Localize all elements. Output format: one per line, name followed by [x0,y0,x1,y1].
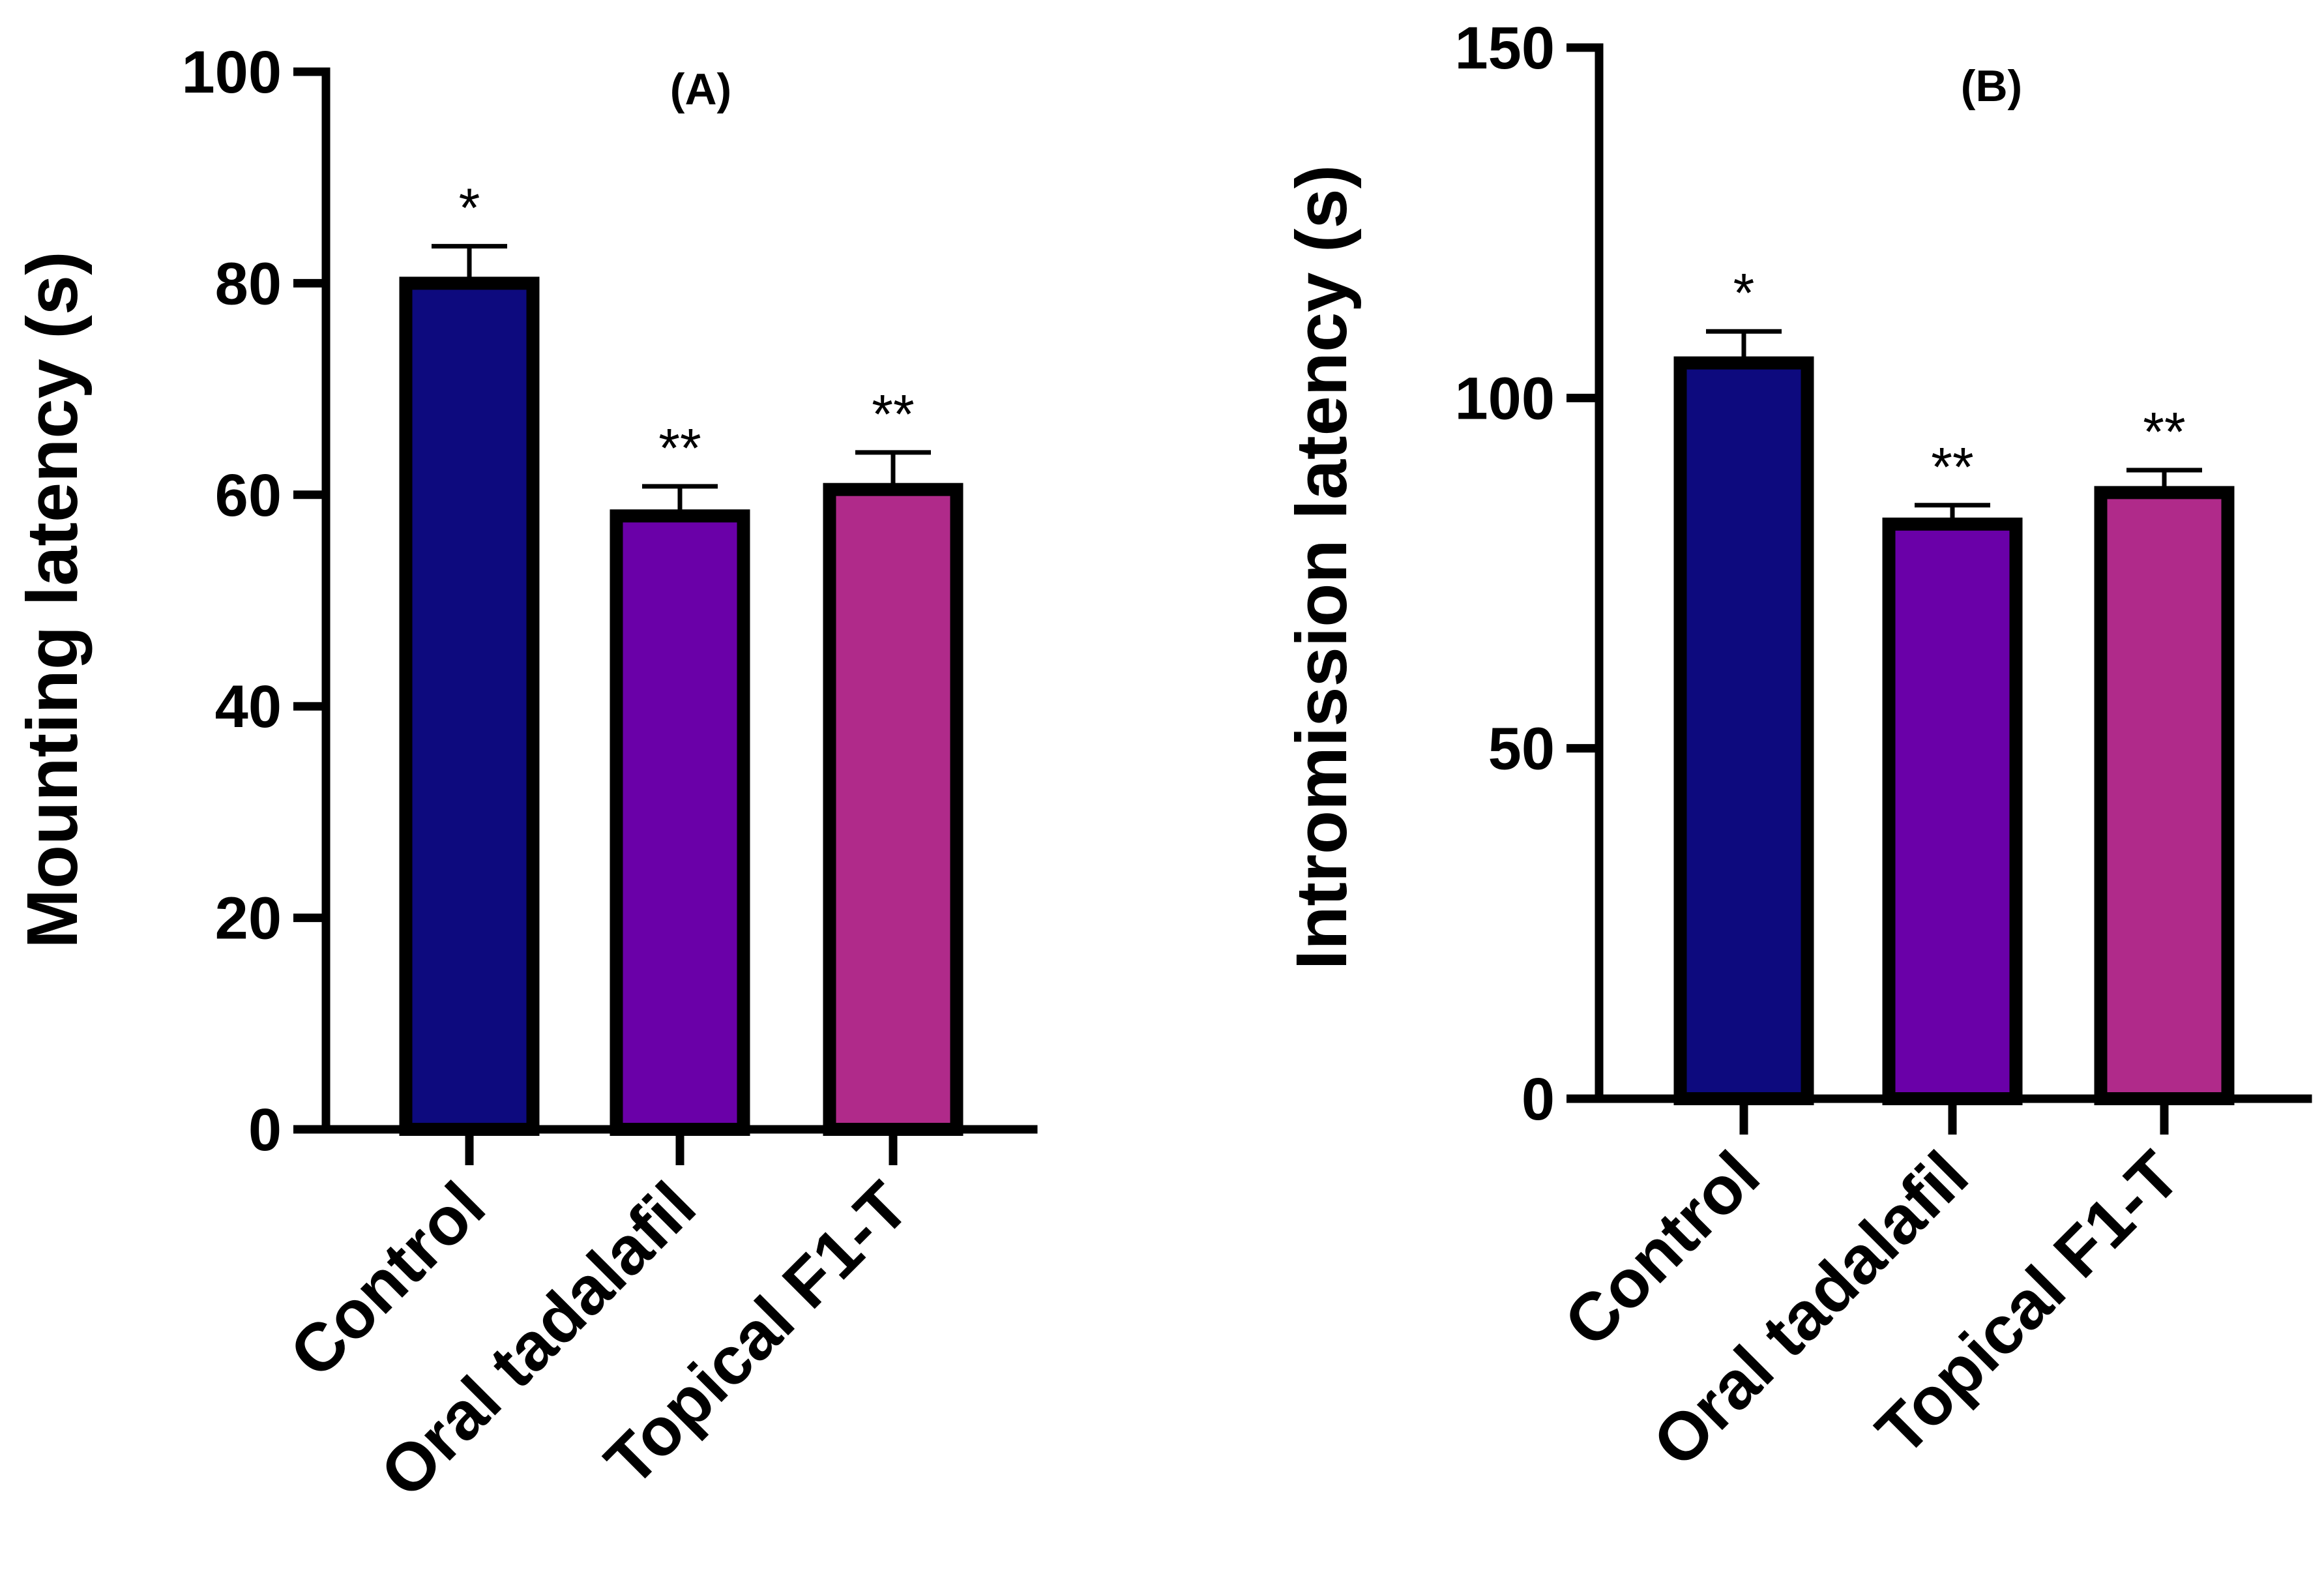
panel-a-ytick-label: 20 [215,885,282,952]
panel-b-significance-label: ** [2143,401,2185,462]
panel-b-significance-label: ** [1931,436,1973,498]
panel-a-y-axis-label: Mounting latency (s) [12,251,93,948]
panel-a-significance-label: * [459,177,480,239]
panel-a-bar-1 [399,276,540,1136]
panel-b-title: (B) [1961,61,2022,111]
panel-b-bar-2 [1882,517,2023,1105]
panel-b-y-axis-label: Intromission latency (s) [1282,165,1362,970]
panel-b-ytick-label: 100 [1455,365,1555,432]
panel-a-bar-3 [823,483,963,1136]
panel-a-significance-label: ** [872,383,914,445]
panel-b-bar-1 [1673,356,1814,1105]
panel-a-title: (A) [670,65,731,114]
panel-b-group: *Control**Oral tadalafil**Topical F1-T05… [1282,15,2312,1481]
panel-a-ytick-label: 80 [215,250,282,317]
panel-b-significance-label: * [1733,262,1755,323]
panel-a-ytick-label: 60 [215,462,282,529]
panel-a-significance-label: ** [658,417,701,479]
panel-a-ytick-label: 0 [248,1097,282,1163]
panel-b-ytick-label: 150 [1455,15,1555,82]
panel-b-ytick-label: 0 [1522,1066,1555,1133]
panel-a-ytick-label: 100 [182,39,282,106]
panel-b-ytick-label: 50 [1488,716,1555,782]
panel-a-group: *Control**Oral tadalafil**Topical F1-T02… [12,39,1038,1512]
panel-a-bar-2 [610,509,750,1136]
panel-a-ytick-label: 40 [215,674,282,740]
panel-b-bar-3 [2094,486,2235,1105]
